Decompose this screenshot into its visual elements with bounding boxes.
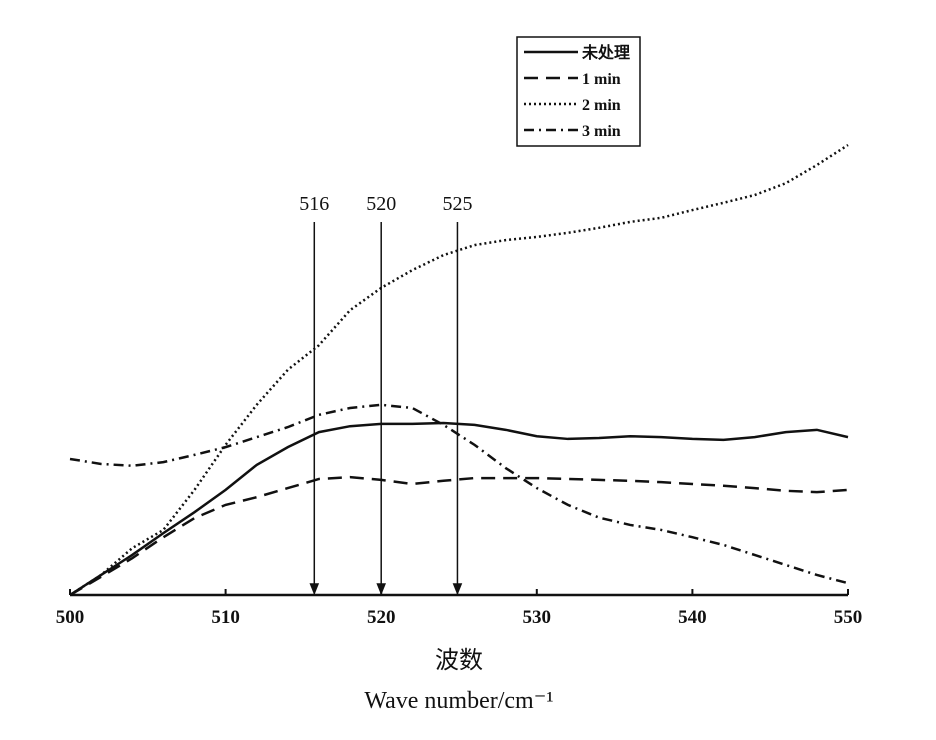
- legend-label: 1 min: [582, 71, 621, 88]
- x-tick-label: 550: [834, 607, 863, 628]
- x-tick-label: 540: [678, 607, 707, 628]
- annotation-label: 525: [442, 193, 472, 215]
- series-line: [69, 403, 849, 585]
- x-tick-label: 500: [56, 607, 85, 628]
- annotation-label: 520: [366, 193, 396, 215]
- annotation-label: 516: [299, 193, 329, 215]
- x-axis-label: 波数: [435, 647, 483, 674]
- legend-label: 3 min: [582, 123, 621, 140]
- legend-label: 未处理: [581, 43, 630, 62]
- legend-box: [516, 36, 641, 147]
- x-tick-label: 530: [523, 607, 552, 628]
- x-tick-label: 520: [367, 607, 396, 628]
- x-axis-label: Wave number/cm⁻¹: [364, 688, 553, 714]
- legend-label: 2 min: [582, 97, 621, 114]
- series-line: [69, 421, 849, 597]
- series-line: [69, 475, 849, 597]
- x-tick-label: 510: [211, 607, 240, 628]
